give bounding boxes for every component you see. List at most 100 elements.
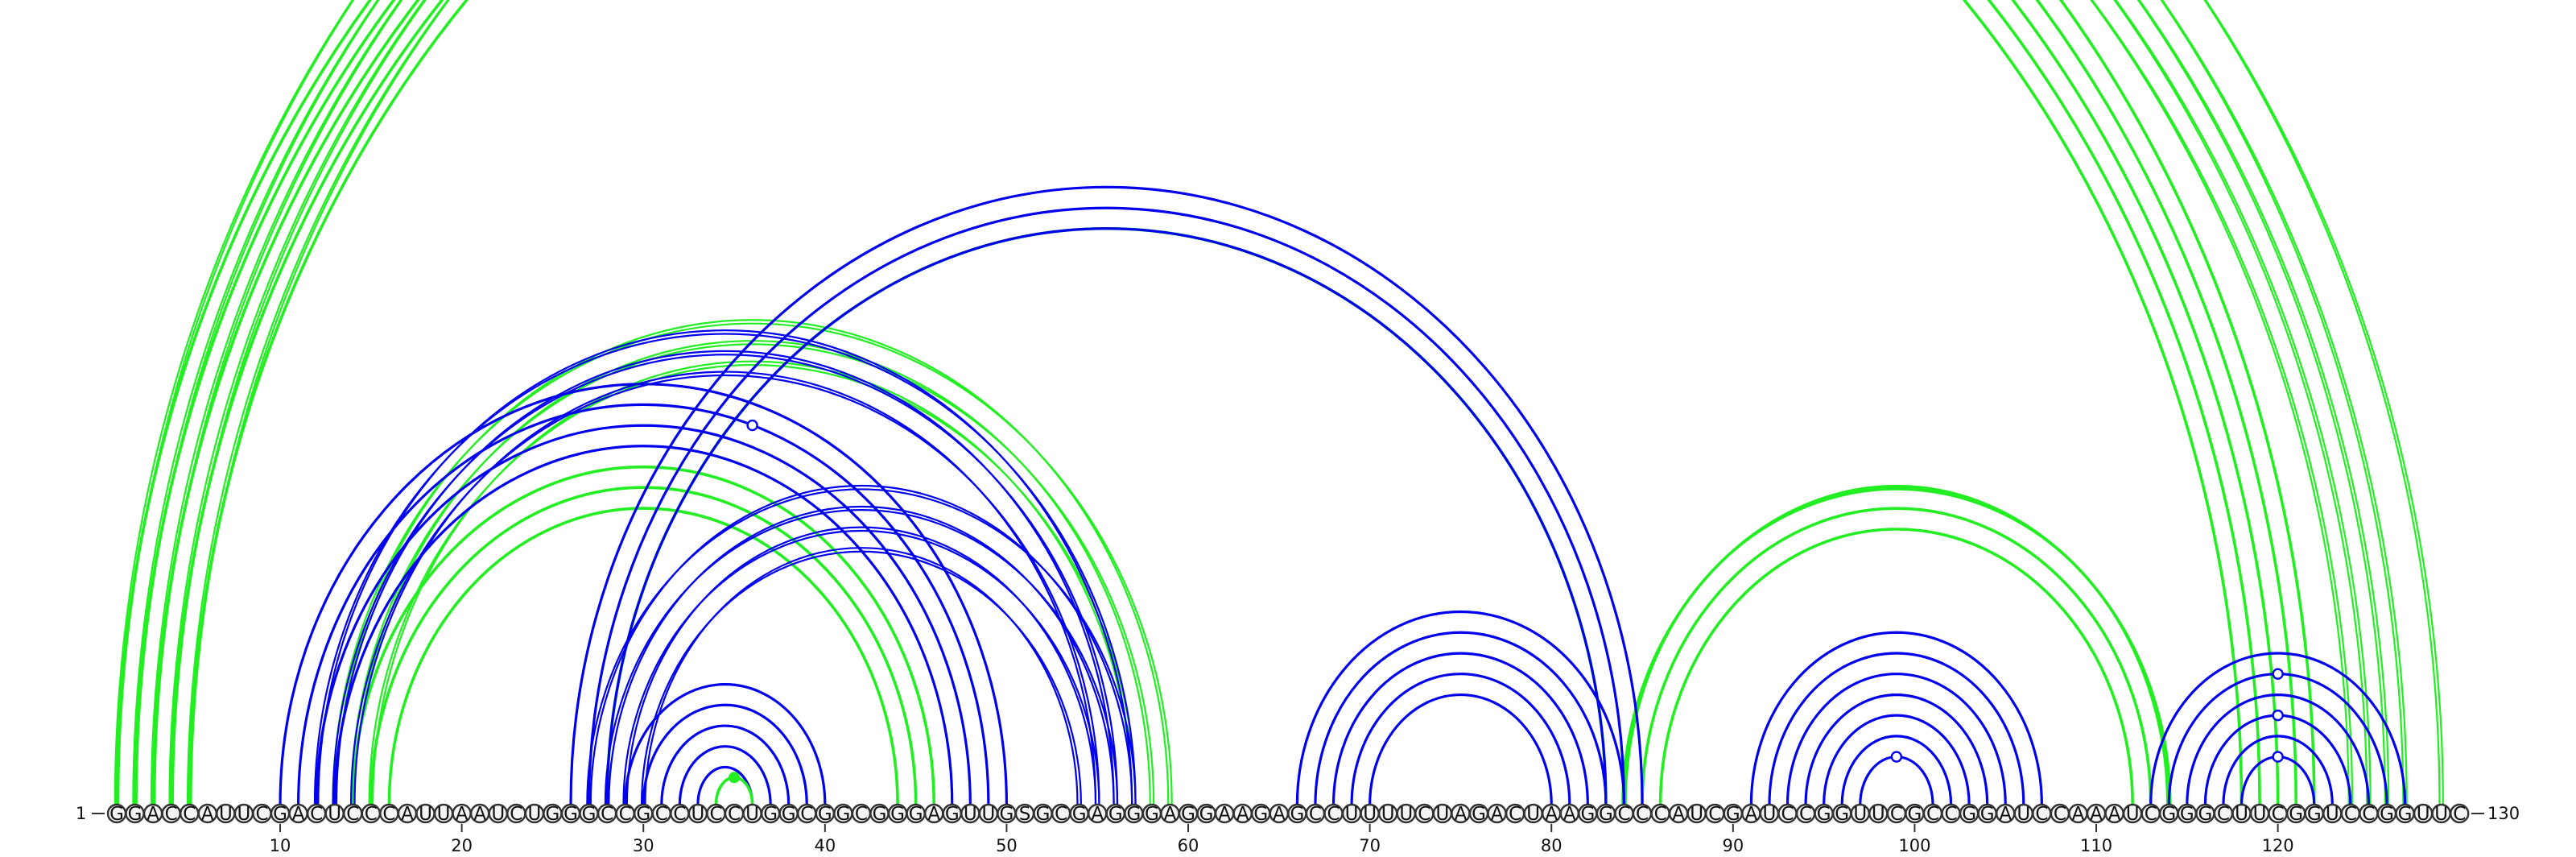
- nucleotide-letter: G: [1126, 804, 1141, 825]
- nucleotide-letter: C: [673, 804, 686, 825]
- blue-arc-26-85: [569, 185, 1644, 806]
- nucleotide-letter: C: [2035, 804, 2048, 825]
- nucleotide-letter: A: [1563, 804, 1576, 825]
- nucleotide-25: G: [543, 803, 563, 825]
- nucleotide-letter: G: [2398, 804, 2413, 825]
- green-double-arc-1-129-1: [118, 0, 2441, 806]
- nucleotide-letter: G: [1835, 804, 1849, 825]
- nucleotide-10: G: [270, 803, 291, 825]
- nucleotide-14: C: [343, 803, 363, 825]
- green-arc-3-120: [151, 0, 2280, 806]
- blue-arc-70-80: [1368, 693, 1553, 806]
- green-arc-5-118: [188, 0, 2244, 806]
- nucleotide-23: C: [506, 803, 526, 825]
- nucleotide-49: U: [978, 803, 999, 825]
- nucleotide-112: U: [2122, 803, 2143, 825]
- nucleotide-letter: U: [2434, 804, 2448, 825]
- nucleotide-letter: U: [1872, 804, 1885, 825]
- nucleotide-99: C: [1886, 803, 1907, 825]
- nucleotide-60: G: [1178, 803, 1199, 825]
- nucleotide-20: A: [452, 803, 472, 825]
- nucleotide-115: G: [2177, 803, 2198, 825]
- nucleotide-7: U: [216, 803, 236, 825]
- nucleotide-15: C: [361, 803, 382, 825]
- blue-arc-31-38: [660, 724, 791, 806]
- nucleotide-letter: A: [1745, 804, 1758, 825]
- blue-double-arc-27-57-0: [586, 488, 1137, 806]
- filled-marker-34-36: [729, 772, 741, 784]
- nucleotide-letter: C: [2145, 804, 2157, 825]
- nucleotide-127: G: [2395, 803, 2415, 825]
- nucleotide-letter: C: [1509, 804, 1521, 825]
- nucleotide-letter: G: [128, 804, 142, 825]
- nucleotide-letter: C: [1945, 804, 1958, 825]
- nucleotide-letter: G: [1199, 804, 1214, 825]
- nucleotide-90: G: [1723, 803, 1744, 825]
- nucleotide-letter: A: [1218, 804, 1231, 825]
- nucleotide-letter: A: [2108, 804, 2121, 825]
- blue-arc-30-39: [642, 703, 808, 806]
- green-arc-15-45: [369, 486, 918, 806]
- nucleotide-122: G: [2304, 803, 2324, 825]
- nucleotide-2: G: [125, 803, 145, 825]
- markers-layer: [729, 419, 2284, 784]
- blue-double-arc-27-57-1: [589, 484, 1133, 806]
- nucleotide-95: G: [1814, 803, 1834, 825]
- nucleotide-64: G: [1251, 803, 1271, 825]
- nucleotide-88: U: [1686, 803, 1707, 825]
- nucleotide-letter: C: [728, 804, 741, 825]
- green-arc-85-113: [1641, 507, 2153, 806]
- nucleotide-61: G: [1196, 803, 1216, 825]
- blue-arc-91-107: [1749, 631, 2043, 806]
- blue-arc-94-104: [1804, 693, 1989, 806]
- green-double-arc-4-125-1: [171, 0, 2368, 806]
- blue-double-arc-14-55-1: [353, 371, 1097, 806]
- green-arc-14-46: [351, 465, 935, 806]
- nucleotide-98: U: [1868, 803, 1889, 825]
- nucleotide-letter: U: [2126, 804, 2140, 825]
- open-marker-97-101: [1890, 751, 1903, 763]
- nucleotide-letter: U: [437, 804, 451, 825]
- nucleotide-circle: [2450, 803, 2470, 824]
- nucleotide-28: C: [597, 803, 617, 825]
- blue-double-arc-13-56-0: [332, 354, 1119, 806]
- nucleotide-40: G: [815, 803, 836, 825]
- nucleotide-letter: U: [2253, 804, 2267, 825]
- nucleotide-letter: G: [2289, 804, 2303, 825]
- nucleotide-letter: A: [1491, 804, 1504, 825]
- nucleotide-78: C: [1505, 803, 1525, 825]
- blue-arc-92-106: [1768, 652, 2025, 806]
- blue-double-arc-12-57-0: [313, 333, 1137, 806]
- green-double-arc-14-58-0: [349, 343, 1155, 806]
- nucleotide-letter: U: [1853, 804, 1867, 825]
- nucleotide-letter: G: [2380, 804, 2394, 825]
- nucleotide-letter: U: [745, 804, 759, 825]
- nucleotide-76: G: [1468, 803, 1489, 825]
- nucleotide-letter: A: [147, 804, 159, 825]
- nucleotide-5: C: [180, 803, 200, 825]
- blue-arc-29-40: [624, 683, 827, 806]
- open-marker-18-54: [746, 419, 758, 432]
- nucleotide-letter: U: [1435, 804, 1449, 825]
- nucleotide-letter: C: [1890, 804, 1903, 825]
- nucleotide-letter: C: [800, 804, 813, 825]
- nucleotide-letter: C: [1708, 804, 1721, 825]
- nucleotide-letter: U: [2235, 804, 2248, 825]
- nucleotide-18: U: [415, 803, 436, 825]
- nucleotide-47: G: [942, 803, 962, 825]
- nucleotide-letter: C: [855, 804, 868, 825]
- nucleotide-letter: A: [1091, 804, 1104, 825]
- blue-arc-28-83: [605, 227, 1608, 806]
- nucleotide-letter: G: [945, 804, 960, 825]
- tick-label-90: 90: [1722, 836, 1744, 855]
- nucleotide-letter: C: [165, 804, 178, 825]
- nucleotide-letter: G: [1962, 804, 1976, 825]
- nucleotide-93: C: [1777, 803, 1798, 825]
- nucleotide-34: C: [706, 803, 726, 825]
- blue-arc-32-37: [678, 745, 772, 806]
- green-double-arc-3-126-0: [150, 0, 2390, 806]
- nucleotide-62: A: [1214, 803, 1235, 825]
- nucleotide-125: C: [2359, 803, 2379, 825]
- nucleotide-letter: G: [1181, 804, 1195, 825]
- nucleotide-letter: G: [909, 804, 923, 825]
